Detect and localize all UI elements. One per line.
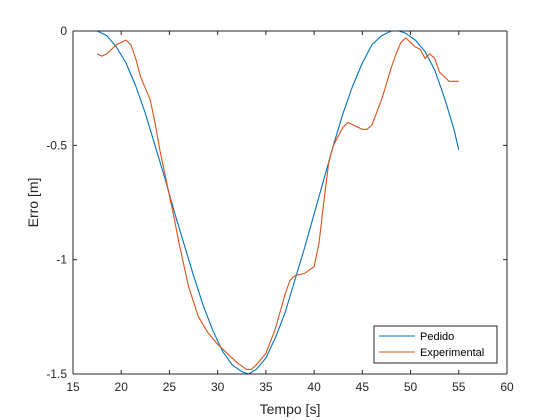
x-tick-label: 20 bbox=[115, 380, 129, 394]
series-line-pedido bbox=[96, 30, 460, 375]
x-tick-label: 45 bbox=[356, 380, 370, 394]
x-tick-label: 60 bbox=[500, 380, 514, 394]
x-tick-label: 30 bbox=[211, 380, 225, 394]
axes-layer bbox=[72, 30, 508, 375]
x-axis-label: Tempo [s] bbox=[260, 401, 321, 417]
series-layer bbox=[96, 30, 460, 375]
legend-label-experimental: Experimental bbox=[420, 347, 484, 359]
y-tick-label: -1.5 bbox=[46, 367, 67, 381]
x-tick-label: 35 bbox=[259, 380, 273, 394]
legend-label-pedido: Pedido bbox=[420, 331, 454, 343]
series-line-experimental bbox=[96, 37, 459, 370]
legend: Pedido Experimental bbox=[373, 325, 498, 364]
x-tick-label: 55 bbox=[452, 380, 466, 394]
x-tick-label: 15 bbox=[66, 380, 80, 394]
y-tick-label: 0 bbox=[60, 24, 67, 38]
x-tick-label: 40 bbox=[307, 380, 321, 394]
y-axis-label: Erro [m] bbox=[25, 178, 41, 228]
x-tick-label: 50 bbox=[404, 380, 418, 394]
x-tick-label: 25 bbox=[163, 380, 177, 394]
y-tick-label: -0.5 bbox=[46, 138, 67, 152]
legend-box bbox=[373, 325, 498, 364]
y-tick-label: -1 bbox=[56, 253, 67, 267]
ticks-layer: 15 20 25 30 35 40 45 50 55 60 0 -0.5 -1 -1.5 bbox=[46, 24, 514, 394]
plot-area bbox=[73, 31, 507, 374]
